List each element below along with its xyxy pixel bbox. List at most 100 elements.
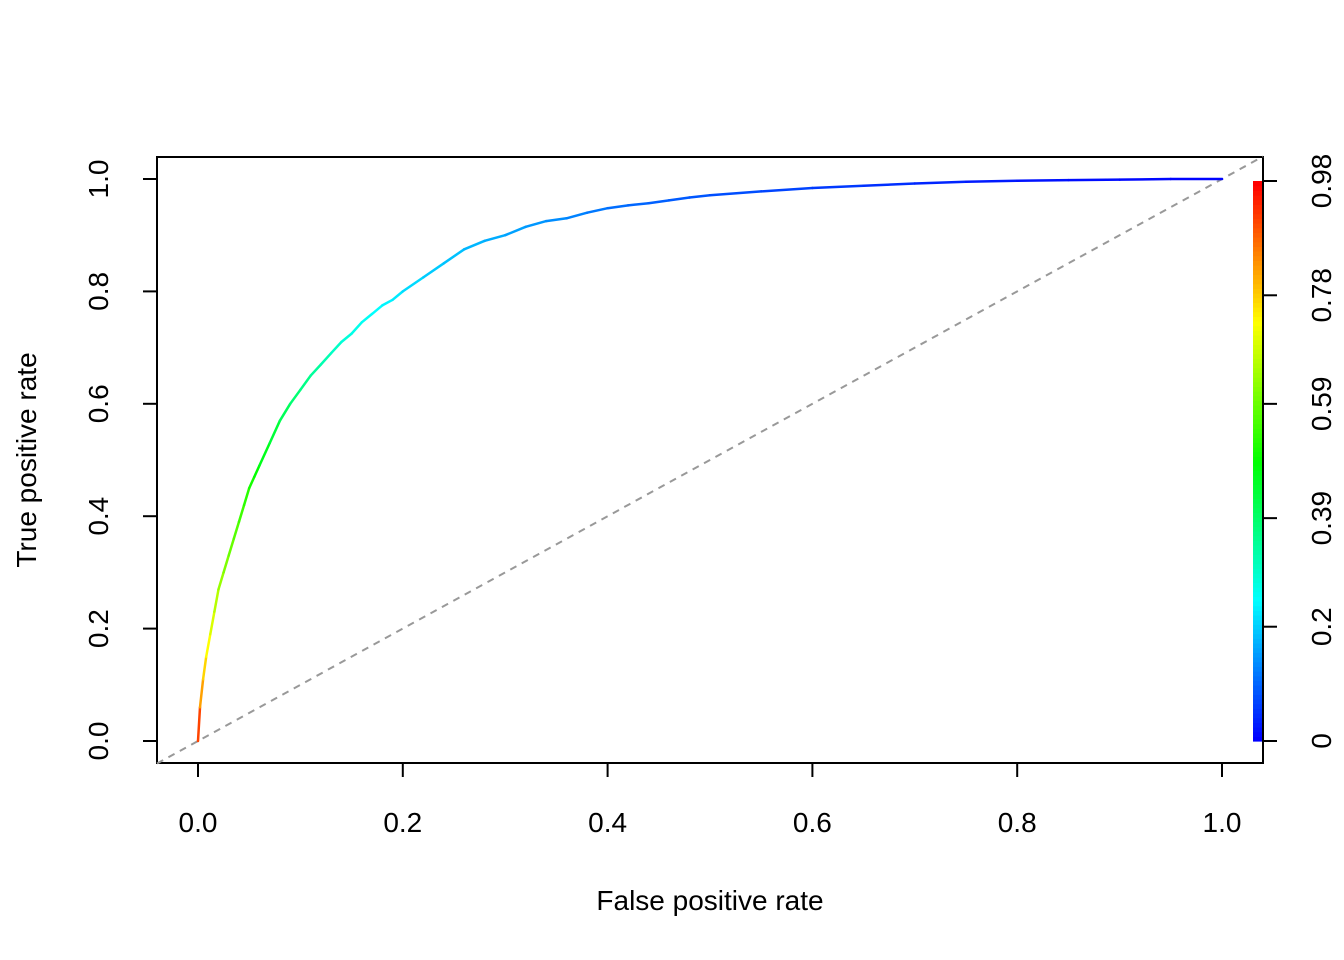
- roc-curve-segment: [222, 554, 230, 574]
- colorbar-band: [1253, 353, 1262, 359]
- colorbar-band: [1253, 409, 1262, 415]
- colorbar-band: [1253, 251, 1262, 257]
- colorbar-band: [1253, 405, 1262, 411]
- colorbar-band: [1253, 335, 1262, 341]
- reference-line-layer: [156, 155, 1264, 765]
- colorbar-band: [1253, 554, 1262, 560]
- colorbar-band: [1253, 484, 1262, 490]
- colorbar-band: [1253, 260, 1262, 266]
- colorbar-band: [1253, 269, 1262, 275]
- colorbar-band: [1253, 489, 1262, 495]
- colorbar-band: [1253, 680, 1262, 686]
- colorbar-band: [1253, 629, 1262, 635]
- roc-curve-segment: [258, 441, 271, 467]
- colorbar-band: [1253, 521, 1262, 527]
- colorbar-band: [1253, 223, 1262, 229]
- colorbar-band: [1253, 708, 1262, 714]
- roc-curve-segment: [462, 239, 486, 251]
- roc-curve-segment: [309, 363, 323, 377]
- y-axis: 0.0 0.2 0.4 0.6 0.8 1.0: [83, 160, 157, 760]
- colorbar-tick-label: 0.78: [1306, 268, 1337, 323]
- y-tick-label: 0.6: [83, 384, 114, 423]
- y-axis-title: True positive rate: [11, 352, 42, 567]
- roc-curve-segment: [688, 194, 712, 199]
- roc-curve-segment: [299, 374, 312, 392]
- colorbar-band: [1253, 195, 1262, 201]
- roc-curve-segment: [350, 321, 364, 335]
- colorbar-band: [1253, 475, 1262, 481]
- colorbar-band: [1253, 493, 1262, 499]
- roc-curve-segment: [242, 486, 251, 507]
- roc-curve-segment: [483, 233, 507, 243]
- colorbar-band: [1253, 255, 1262, 261]
- colorbar-band: [1253, 526, 1262, 532]
- colorbar-band: [1253, 694, 1262, 700]
- colorbar-band: [1253, 517, 1262, 523]
- roc-curve-segment: [204, 632, 212, 658]
- y-tick-label: 0.8: [83, 272, 114, 311]
- roc-curve-segment: [606, 204, 630, 210]
- colorbar-band: [1253, 722, 1262, 728]
- x-axis-title: False positive rate: [596, 885, 823, 916]
- colorbar-band: [1253, 657, 1262, 663]
- colorbar-band: [1253, 633, 1262, 639]
- roc-curve-segment: [585, 206, 609, 214]
- colorbar-band: [1253, 685, 1262, 691]
- colorbar-band: [1253, 274, 1262, 280]
- colorbar-band: [1253, 666, 1262, 672]
- colorbar-band: [1253, 386, 1262, 392]
- colorbar-band: [1253, 717, 1262, 723]
- colorbar-band: [1253, 568, 1262, 574]
- colorbar-band: [1253, 601, 1262, 607]
- colorbar-band: [1253, 610, 1262, 616]
- colorbar-band: [1253, 433, 1262, 439]
- colorbar-band: [1253, 330, 1262, 336]
- colorbar-band: [1253, 302, 1262, 308]
- colorbar-band: [1253, 367, 1262, 373]
- colorbar-band: [1253, 582, 1262, 588]
- colorbar-band: [1253, 204, 1262, 210]
- colorbar-band: [1253, 713, 1262, 719]
- colorbar-band: [1253, 531, 1262, 537]
- roc-curve-segment: [209, 610, 216, 636]
- colorbar-band: [1253, 503, 1262, 509]
- colorbar-tick-label: 0.59: [1306, 377, 1337, 432]
- colorbar-band: [1253, 591, 1262, 597]
- colorbar-band: [1253, 727, 1262, 733]
- colorbar-band: [1253, 675, 1262, 681]
- x-tick-label: 0.4: [588, 807, 627, 838]
- roc-curve-segment: [442, 248, 466, 265]
- roc-curve-segment: [217, 571, 225, 591]
- roc-curve-segment: [647, 199, 671, 205]
- colorbar-band: [1253, 703, 1262, 709]
- colorbar-band: [1253, 321, 1262, 327]
- colorbar-band: [1253, 377, 1262, 383]
- colorbar-band: [1253, 661, 1262, 667]
- x-tick-label: 0.0: [179, 807, 218, 838]
- colorbar-axis: 0 0.2 0.39 0.59 0.78 0.98: [1263, 154, 1337, 749]
- roc-curve-segment: [391, 290, 405, 302]
- colorbar-band: [1253, 400, 1262, 406]
- roc-curve: [196, 177, 1224, 743]
- colorbar-band: [1253, 587, 1262, 593]
- colorbar-band: [1253, 643, 1262, 649]
- colorbar-band: [1253, 638, 1262, 644]
- colorbar-band: [1253, 647, 1262, 653]
- diagonal-reference-line: [156, 155, 1264, 765]
- roc-curve-segment: [329, 340, 343, 355]
- roc-curve-segment: [565, 211, 589, 220]
- colorbar-band: [1253, 461, 1262, 467]
- roc-curve-segment: [268, 419, 282, 445]
- colorbar-band: [1253, 241, 1262, 247]
- colorbar-band: [1253, 325, 1262, 331]
- colorbar-band: [1253, 297, 1262, 303]
- roc-curve-segment: [278, 402, 292, 422]
- x-tick-label: 0.6: [793, 807, 832, 838]
- roc-curve-segment: [253, 464, 261, 479]
- colorbar-band: [1253, 535, 1262, 541]
- roc-curve-segment: [626, 201, 650, 207]
- y-tick-label: 0.4: [83, 497, 114, 536]
- colorbar-band: [1253, 428, 1262, 434]
- colorbar-band: [1253, 699, 1262, 705]
- colorbar-band: [1253, 372, 1262, 378]
